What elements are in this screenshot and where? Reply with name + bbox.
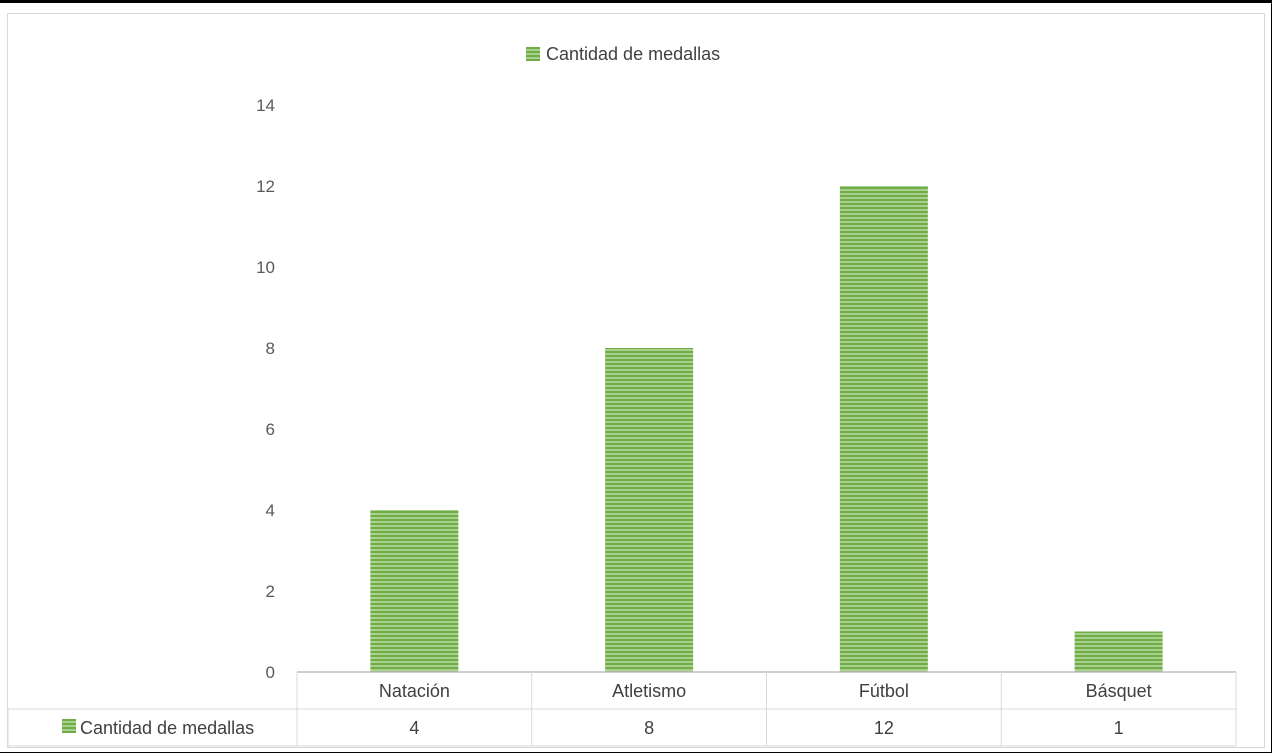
table-series-label: Cantidad de medallas (80, 718, 254, 738)
data-table-value: 4 (409, 718, 419, 738)
y-tick-label: 14 (256, 96, 275, 115)
y-tick-label: 10 (256, 258, 275, 277)
bar (370, 510, 459, 672)
x-category-label: Fútbol (859, 681, 909, 701)
bars (370, 186, 1163, 672)
legend-swatch (526, 47, 540, 61)
data-table-value: 1 (1114, 718, 1124, 738)
y-axis-ticks: 0 2 4 6 8 10 12 14 (256, 96, 275, 682)
legend: Cantidad de medallas (526, 44, 720, 64)
bar (839, 186, 928, 672)
legend-label: Cantidad de medallas (546, 44, 720, 64)
y-tick-label: 8 (266, 339, 275, 358)
x-category-label: Atletismo (612, 681, 686, 701)
y-tick-label: 2 (266, 582, 275, 601)
y-tick-label: 4 (266, 501, 275, 520)
bar (605, 348, 694, 672)
data-table-value: 8 (644, 718, 654, 738)
y-tick-label: 6 (266, 420, 275, 439)
x-category-label: Natación (379, 681, 450, 701)
table-legend-swatch (62, 719, 76, 733)
bar (1074, 631, 1163, 672)
x-category-label: Básquet (1086, 681, 1152, 701)
data-table-value: 12 (874, 718, 894, 738)
data-table: Natación 4 Atletismo 8 Fútbol 12 Básquet 1 Canti… (7, 672, 1237, 747)
y-tick-label: 0 (266, 663, 275, 682)
y-tick-label: 12 (256, 177, 275, 196)
